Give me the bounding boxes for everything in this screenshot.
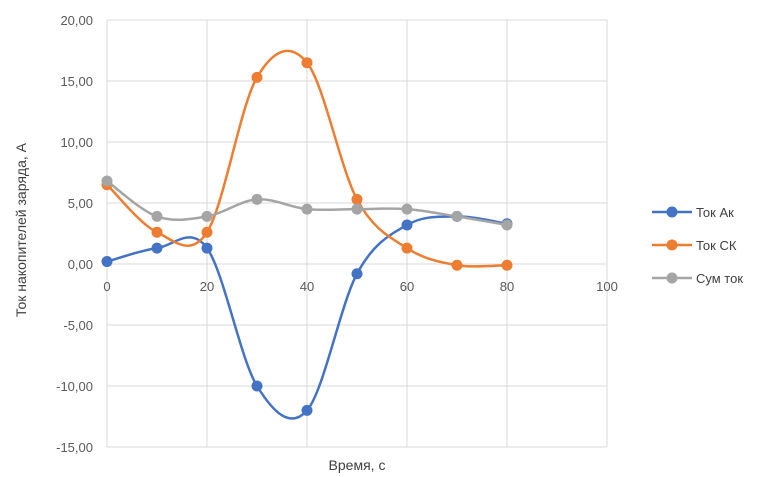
y-tick-label: 10,00 <box>60 135 93 150</box>
y-tick-label: -10,00 <box>56 379 93 394</box>
y-tick-label: -5,00 <box>63 318 93 333</box>
data-point <box>102 256 113 267</box>
legend-label: Сум ток <box>696 271 743 286</box>
data-point <box>302 405 313 416</box>
data-point <box>302 204 313 215</box>
legend-entry: Сум ток <box>652 271 743 286</box>
x-tick-label: 80 <box>500 279 514 294</box>
data-point <box>352 268 363 279</box>
legend-entry: Ток СК <box>652 238 737 253</box>
y-tick-label: 0,00 <box>68 257 93 272</box>
legend: Ток Ак Ток СК Сум ток <box>652 205 743 286</box>
data-point <box>202 227 213 238</box>
data-point <box>352 194 363 205</box>
data-point <box>102 176 113 187</box>
y-tick-label: -15,00 <box>56 440 93 455</box>
legend-label: Ток СК <box>696 238 737 253</box>
y-tick-labels: 20,00 15,00 10,00 5,00 0,00 -5,00 -10,00 -15,00 <box>56 13 93 455</box>
data-point <box>352 204 363 215</box>
x-tick-label: 0 <box>103 279 110 294</box>
data-point <box>152 211 163 222</box>
legend-entry: Ток Ак <box>652 205 734 220</box>
data-point <box>302 57 313 68</box>
gridlines <box>107 20 607 447</box>
data-point <box>502 260 513 271</box>
y-tick-label: 20,00 <box>60 13 93 28</box>
x-tick-labels: 0 20 40 60 80 100 <box>103 279 617 294</box>
legend-label: Ток Ак <box>696 205 734 220</box>
x-tick-label: 60 <box>400 279 414 294</box>
x-axis-title: Время, с <box>329 457 386 473</box>
data-point <box>252 381 263 392</box>
y-tick-label: 5,00 <box>68 196 93 211</box>
legend-marker <box>667 273 678 284</box>
data-point <box>452 260 463 271</box>
data-point <box>152 243 163 254</box>
data-point <box>402 204 413 215</box>
x-tick-label: 100 <box>596 279 618 294</box>
legend-marker <box>667 207 678 218</box>
data-point <box>402 219 413 230</box>
y-axis-title: Ток накопителей заряда, А <box>13 142 29 317</box>
legend-marker <box>667 240 678 251</box>
data-point <box>502 219 513 230</box>
x-tick-label: 20 <box>200 279 214 294</box>
y-tick-label: 15,00 <box>60 74 93 89</box>
data-point <box>202 243 213 254</box>
data-point <box>452 211 463 222</box>
data-point <box>252 72 263 83</box>
data-point <box>202 211 213 222</box>
data-point <box>252 194 263 205</box>
data-point <box>152 227 163 238</box>
x-tick-label: 40 <box>300 279 314 294</box>
data-point <box>402 243 413 254</box>
